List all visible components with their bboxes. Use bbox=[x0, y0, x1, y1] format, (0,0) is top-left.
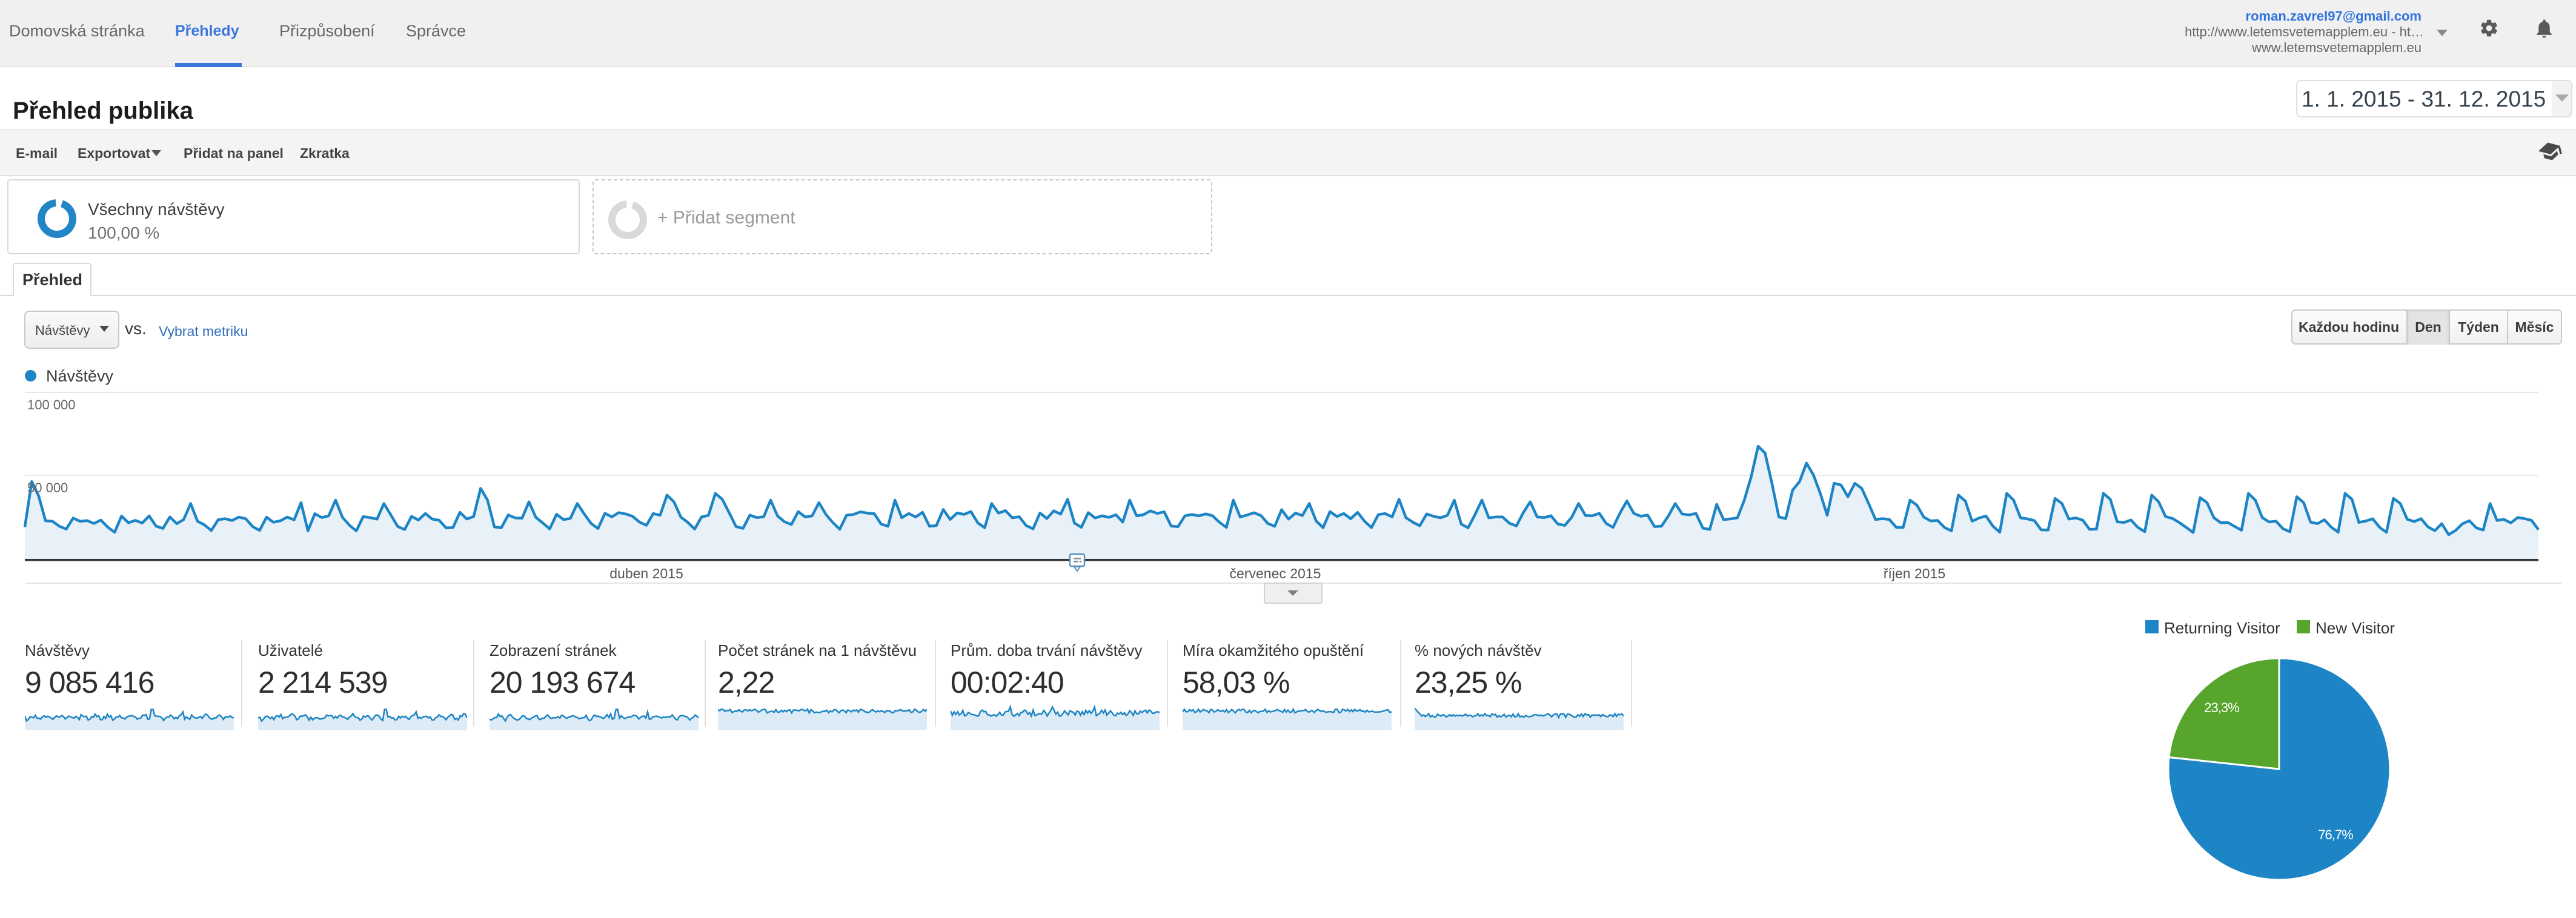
svg-text:říjen 2015: říjen 2015 bbox=[1884, 566, 1945, 581]
svg-text:duben 2015: duben 2015 bbox=[609, 566, 683, 581]
svg-text:Returning Visitor: Returning Visitor bbox=[2164, 619, 2280, 637]
svg-text:červenec 2015: červenec 2015 bbox=[1230, 566, 1321, 581]
svg-text:100 000: 100 000 bbox=[27, 397, 76, 412]
svg-text:23,3%: 23,3% bbox=[2204, 700, 2239, 715]
svg-text:50 000: 50 000 bbox=[27, 480, 68, 495]
svg-text:76,7%: 76,7% bbox=[2318, 827, 2353, 842]
svg-text:New Visitor: New Visitor bbox=[2315, 619, 2395, 637]
